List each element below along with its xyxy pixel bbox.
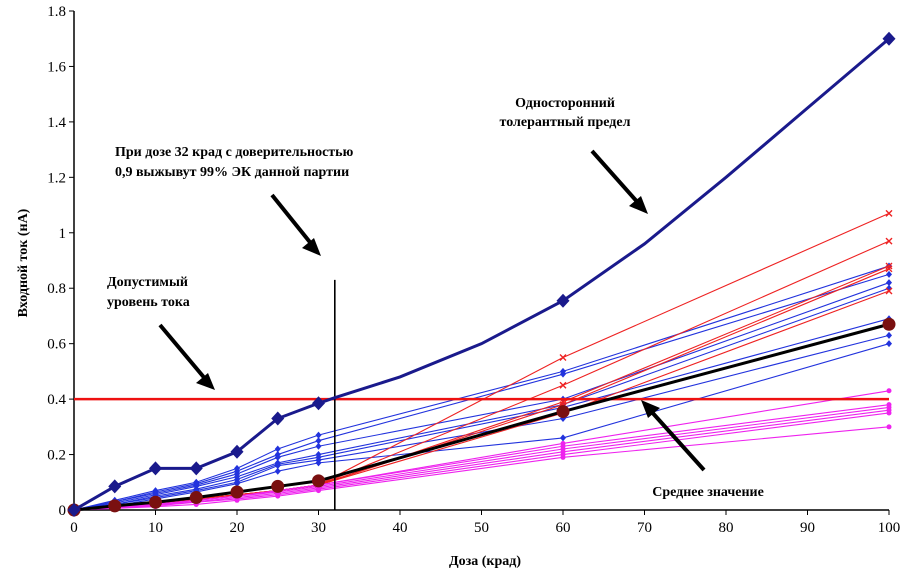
arrow-allowed [158, 323, 215, 390]
series-blue-point [315, 437, 322, 445]
y-tick-label: 1.2 [47, 170, 66, 186]
series-blue-point [274, 467, 281, 475]
tolerance-point [230, 444, 244, 459]
series-blue-point [315, 442, 322, 450]
x-tick-label: 10 [148, 520, 163, 536]
dose-annotation-line1: При дозе 32 крад с доверительностью [115, 145, 354, 160]
series-red-point [559, 354, 567, 362]
x-tick-label: 60 [556, 520, 571, 536]
x-axis-title: Доза (крад) [449, 554, 521, 569]
tolerance-point [312, 396, 325, 411]
series-magenta-point [234, 497, 240, 503]
y-tick-label: 0.6 [47, 337, 66, 353]
tolerance-point [271, 411, 285, 426]
series-magenta-point [886, 388, 892, 394]
y-tick-label: 1.6 [47, 59, 66, 75]
series-red-point [559, 381, 567, 389]
series-blue-point [886, 279, 892, 287]
allowed-annotation-line2: уровень тока [107, 295, 190, 310]
y-tick-label: 1.4 [47, 115, 66, 131]
x-tick-label: 30 [311, 520, 326, 536]
series-magenta-point [275, 493, 281, 499]
y-tick-label: 0.2 [47, 448, 66, 464]
x-tick-label: 40 [393, 520, 408, 536]
mean-series [67, 317, 896, 517]
tolerance-point [67, 503, 81, 517]
mean-point [230, 485, 244, 499]
arrow-tolerance [590, 149, 648, 214]
x-tick-label: 90 [800, 520, 815, 536]
tick-labels: 0 10 20 30 40 50 60 70 80 90 100 0 0.2 0.4 0.6 0.8 1 1.2 1… [47, 4, 900, 536]
series-blue-point [274, 453, 281, 461]
series-red-point [885, 209, 893, 217]
mean-point [149, 495, 162, 509]
y-tick-label: 1.8 [47, 4, 66, 20]
series-red-point [885, 262, 893, 270]
series-red-point [885, 287, 893, 295]
arrow-mean [641, 400, 706, 472]
x-tick-label: 20 [230, 520, 245, 536]
x-tick-label: 50 [474, 520, 489, 536]
tolerance-point [149, 461, 162, 476]
tolerance-annotation-line2: толерантный предел [500, 115, 631, 130]
tolerance-point [108, 479, 122, 494]
x-tick-label: 100 [878, 520, 901, 536]
mean-point [271, 479, 285, 493]
mean-point [556, 405, 570, 419]
dose-annotation-line2: 0,9 выжывут 99% ЭК данной партии [115, 165, 349, 180]
tolerance-point [882, 31, 896, 46]
x-tick-label: 80 [719, 520, 734, 536]
mean-annotation: Среднее значение [652, 485, 764, 500]
series-blue-point [274, 445, 281, 453]
series-magenta-point [886, 410, 892, 416]
series-blue-point [560, 434, 566, 442]
series-blue-point [886, 340, 892, 348]
tolerance-annotation-line1: Односторонний [515, 96, 615, 111]
tolerance-series [67, 31, 896, 517]
y-tick-label: 0 [59, 503, 67, 519]
series-red-point [885, 265, 893, 273]
series-blue-point [560, 370, 566, 378]
allowed-annotation-line1: Допустимый [107, 275, 188, 290]
series-magenta-point [316, 488, 321, 494]
series-blue-point [315, 431, 322, 439]
x-tick-label: 0 [70, 520, 78, 536]
series-blue-point [234, 480, 240, 488]
tolerance-point [189, 461, 203, 476]
mean-point [189, 491, 203, 505]
series-blue-point [886, 331, 892, 339]
arrow-dose [270, 193, 321, 256]
series-magenta-point [560, 454, 566, 460]
y-tick-label: 1 [59, 226, 67, 242]
series-blue-point [274, 462, 281, 470]
mean-point [312, 474, 325, 488]
tolerance-point [556, 293, 570, 308]
series-magenta-point [886, 424, 892, 430]
y-axis-title: Входной ток (нА) [16, 208, 31, 317]
y-tick-label: 0.4 [47, 392, 66, 408]
y-tick-label: 0.8 [47, 281, 66, 297]
x-tick-label: 70 [637, 520, 652, 536]
mean-point [108, 499, 122, 513]
series-red-point [885, 237, 893, 245]
mean-point [882, 317, 896, 331]
series-blue-point [886, 270, 892, 278]
series-blue-point [315, 459, 322, 467]
